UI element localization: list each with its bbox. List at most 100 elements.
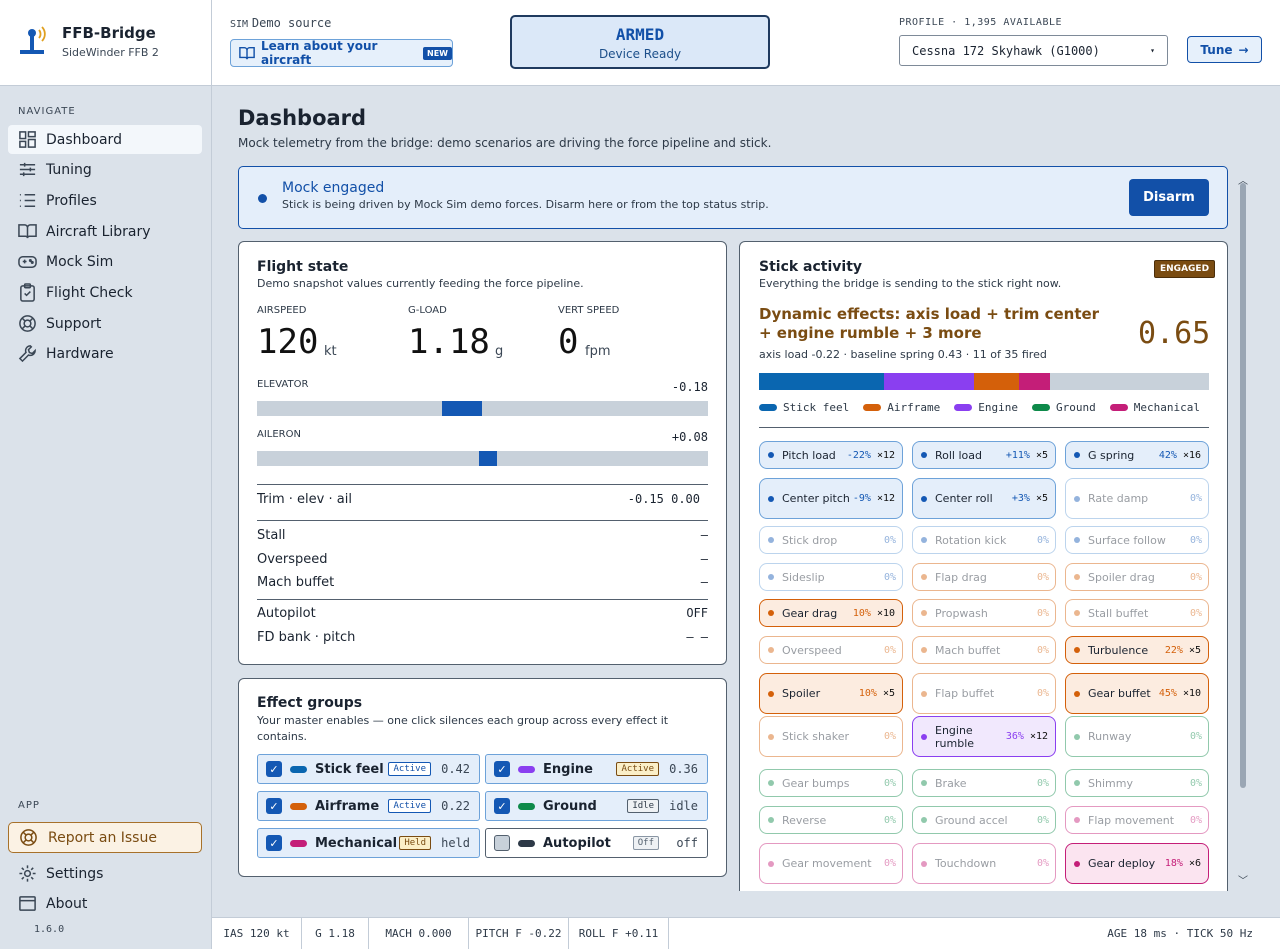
chip-dot-icon xyxy=(921,647,927,653)
effect-chip-mach-buffet[interactable]: Mach buffet 0% xyxy=(912,636,1056,664)
effect-chip-gear-drag[interactable]: Gear drag 10% ×10 xyxy=(759,599,903,627)
effect-chip-touchdown[interactable]: Touchdown 0% xyxy=(912,843,1056,884)
group-swatch xyxy=(290,765,307,773)
effect-chip-shimmy[interactable]: Shimmy 0% xyxy=(1065,769,1209,797)
effect-chip-roll-load[interactable]: Roll load +11% ×5 xyxy=(912,441,1056,469)
learn-aircraft-button[interactable]: Learn about your aircraft NEW xyxy=(230,39,453,67)
effect-chip-rate-damp[interactable]: Rate damp 0% xyxy=(1065,478,1209,519)
status-footer: IAS 120 kt G 1.18 MACH 0.000 PITCH F -0.… xyxy=(212,917,1280,949)
effect-group-engine[interactable]: ✓ Engine Active 0.36 xyxy=(485,754,708,784)
book-icon xyxy=(239,46,255,60)
chip-name: Gear buffet xyxy=(1088,687,1151,700)
chip-name: Runway xyxy=(1088,730,1132,743)
legend-item: Stick feel xyxy=(759,401,849,414)
effect-chip-flap-buffet[interactable]: Flap buffet 0% xyxy=(912,673,1056,714)
effect-chip-gear-deploy[interactable]: Gear deploy 18% ×6 xyxy=(1065,843,1209,884)
checkbox[interactable]: ✓ xyxy=(266,835,282,851)
effect-chip-spoiler[interactable]: Spoiler 10% ×5 xyxy=(759,673,903,714)
checkbox[interactable]: ✓ xyxy=(266,761,282,777)
checkbox[interactable] xyxy=(494,835,510,851)
chip-percent: 10% xyxy=(858,688,877,699)
sidebar-item-hardware[interactable]: Hardware xyxy=(8,339,202,368)
stick-output-value: 0.65 xyxy=(1138,316,1211,351)
checkbox[interactable]: ✓ xyxy=(494,761,510,777)
effect-chip-g-spring[interactable]: G spring 42% ×16 xyxy=(1065,441,1209,469)
checkbox[interactable]: ✓ xyxy=(494,798,510,814)
chip-percent: 18% xyxy=(1164,858,1183,869)
chip-multiplier: ×10 xyxy=(1182,688,1201,699)
effect-chip-rotation-kick[interactable]: Rotation kick 0% xyxy=(912,526,1056,554)
effect-group-ground[interactable]: ✓ Ground Idle idle xyxy=(485,791,708,821)
chip-multiplier: ×6 xyxy=(1188,858,1201,869)
list-icon xyxy=(19,194,36,207)
sidebar-item-tuning[interactable]: Tuning xyxy=(8,155,202,184)
trim-row: Trim · elev · ail -0.15 0.00 xyxy=(257,492,708,507)
group-status-tag: Active xyxy=(388,762,431,776)
legend-label: Ground xyxy=(1055,401,1096,414)
effect-chip-flap-drag[interactable]: Flap drag 0% xyxy=(912,563,1056,591)
effect-chip-surface-follow[interactable]: Surface follow 0% xyxy=(1065,526,1209,554)
mach-row: Mach buffet – xyxy=(257,575,708,590)
footer-age: AGE 18 ms xyxy=(1107,927,1167,940)
effect-chip-engine-rumble[interactable]: Engine rumble 36% ×12 xyxy=(912,716,1056,757)
sidebar-item-aircraft-library[interactable]: Aircraft Library xyxy=(8,217,202,246)
tune-button[interactable]: Tune → xyxy=(1187,36,1262,63)
stall-value: – xyxy=(700,528,708,542)
effect-chip-gear-movement[interactable]: Gear movement 0% xyxy=(759,843,903,884)
checkbox[interactable]: ✓ xyxy=(266,798,282,814)
chip-name: Gear drag xyxy=(782,606,838,620)
effect-chip-flap-movement[interactable]: Flap movement 0% xyxy=(1065,806,1209,834)
effect-group-stick-feel[interactable]: ✓ Stick feel Active 0.42 xyxy=(257,754,480,784)
chip-percent: 0% xyxy=(883,644,896,656)
effect-chip-gear-buffet[interactable]: Gear buffet 45% ×10 xyxy=(1065,673,1209,714)
chip-percent: 45% xyxy=(1158,688,1177,699)
scroll-up-icon[interactable]: ︿ xyxy=(1238,176,1248,187)
autopilot-label: Autopilot xyxy=(257,606,316,621)
effect-group-mechanical[interactable]: ✓ Mechanical Held held xyxy=(257,828,480,858)
profile-select[interactable]: Cessna 172 Skyhawk (G1000) ▾ xyxy=(899,35,1168,66)
effect-chip-center-roll[interactable]: Center roll +3% ×5 xyxy=(912,478,1056,519)
card-title: Stick activity xyxy=(759,259,863,275)
chip-name: Pitch load xyxy=(782,448,836,462)
effect-chip-turbulence[interactable]: Turbulence 22% ×5 xyxy=(1065,636,1209,664)
sidebar-item-settings[interactable]: Settings xyxy=(8,859,202,888)
effect-chip-propwash[interactable]: Propwash 0% xyxy=(912,599,1056,627)
legend-item: Airframe xyxy=(863,401,940,414)
sidebar-item-dashboard[interactable]: Dashboard xyxy=(8,125,202,154)
effect-chip-runway[interactable]: Runway 0% xyxy=(1065,716,1209,757)
effect-chip-center-pitch[interactable]: Center pitch -9% ×12 xyxy=(759,478,903,519)
footer-timing: AGE 18 ms · TICK 50 Hz xyxy=(1107,927,1253,940)
chip-name: Touchdown xyxy=(935,857,997,870)
effect-chip-brake[interactable]: Brake 0% xyxy=(912,769,1056,797)
scroll-down-icon[interactable]: ﹀ xyxy=(1238,876,1248,887)
effect-chip-ground-accel[interactable]: Ground accel 0% xyxy=(912,806,1056,834)
effect-chip-gear-bumps[interactable]: Gear bumps 0% xyxy=(759,769,903,797)
sidebar-item-mock-sim[interactable]: Mock Sim xyxy=(8,247,202,276)
scrollbar[interactable] xyxy=(1240,183,1246,788)
sidebar-item-support[interactable]: Support xyxy=(8,309,202,338)
sidebar-item-flight-check[interactable]: Flight Check xyxy=(8,278,202,307)
sim-source: SIM Demo source xyxy=(230,16,331,30)
effect-chip-pitch-load[interactable]: Pitch load -22% ×12 xyxy=(759,441,903,469)
sidebar-item-about[interactable]: About xyxy=(8,889,202,918)
disarm-button[interactable]: Disarm xyxy=(1129,179,1209,216)
aileron-value: +0.08 xyxy=(671,430,708,444)
sidebar-item-profiles[interactable]: Profiles xyxy=(8,186,202,215)
effect-chip-stall-buffet[interactable]: Stall buffet 0% xyxy=(1065,599,1209,627)
divider xyxy=(759,427,1209,428)
effect-chip-sideslip[interactable]: Sideslip 0% xyxy=(759,563,903,591)
effect-chip-overspeed[interactable]: Overspeed 0% xyxy=(759,636,903,664)
chip-name: Flap buffet xyxy=(935,687,995,700)
effect-chip-stick-drop[interactable]: Stick drop 0% xyxy=(759,526,903,554)
effect-chip-spoiler-drag[interactable]: Spoiler drag 0% xyxy=(1065,563,1209,591)
chip-percent: 0% xyxy=(1036,571,1049,583)
effect-chip-stick-shaker[interactable]: Stick shaker 0% xyxy=(759,716,903,757)
effect-group-airframe[interactable]: ✓ Airframe Active 0.22 xyxy=(257,791,480,821)
effect-group-autopilot[interactable]: Autopilot Off off xyxy=(485,828,708,858)
report-issue-button[interactable]: Report an Issue xyxy=(8,822,202,853)
load-bar-segment xyxy=(1018,373,1051,390)
effect-chip-reverse[interactable]: Reverse 0% xyxy=(759,806,903,834)
chip-percent: 0% xyxy=(1189,777,1202,789)
armed-status[interactable]: ARMED Device Ready xyxy=(510,15,770,69)
chip-dot-icon xyxy=(768,574,774,580)
